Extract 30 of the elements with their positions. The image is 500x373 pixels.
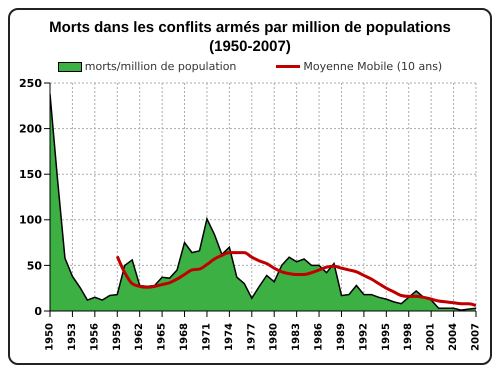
y-tick-label: 150 <box>19 168 42 182</box>
legend-label: morts/million de population <box>84 60 236 73</box>
x-tick-label: 1989 <box>336 322 347 351</box>
x-tick-label: 1953 <box>66 322 78 351</box>
y-tick-label: 50 <box>26 259 42 272</box>
x-tick-label: 1998 <box>403 322 414 351</box>
y-tick-label: 0 <box>34 304 42 318</box>
line-series <box>116 251 476 308</box>
x-tick-label: 1977 <box>246 322 258 351</box>
x-tick-label: 1950 <box>44 322 56 351</box>
x-tick-label: 1959 <box>112 322 123 351</box>
y-tick-label: 250 <box>19 76 42 90</box>
x-tick-label: 1980 <box>268 322 280 351</box>
x-tick-label: 1971 <box>201 322 212 351</box>
x-tick-label: 1995 <box>380 322 392 351</box>
x-tick-label: 1983 <box>291 322 302 351</box>
y-tick-label: 100 <box>19 214 42 227</box>
x-tick-label: 1968 <box>179 322 190 351</box>
x-tick-label: 2007 <box>470 322 482 351</box>
x-tick-label: 2001 <box>426 322 437 351</box>
x-tick-label: 1992 <box>358 322 370 351</box>
y-tick-label: 200 <box>19 122 42 136</box>
x-tick-label: 1962 <box>134 322 146 351</box>
chart-title: Morts dans les conflits armés par million de populations (1950-2007) <box>48 18 452 56</box>
x-tick-label: 1956 <box>89 322 100 351</box>
x-tick-label: 1965 <box>156 322 168 351</box>
x-tick-label: 1986 <box>314 322 325 351</box>
legend-label: Moyenne Mobile (10 ans) <box>302 60 442 73</box>
x-tick-label: 1974 <box>224 322 235 351</box>
x-tick-label: 2004 <box>448 322 460 351</box>
